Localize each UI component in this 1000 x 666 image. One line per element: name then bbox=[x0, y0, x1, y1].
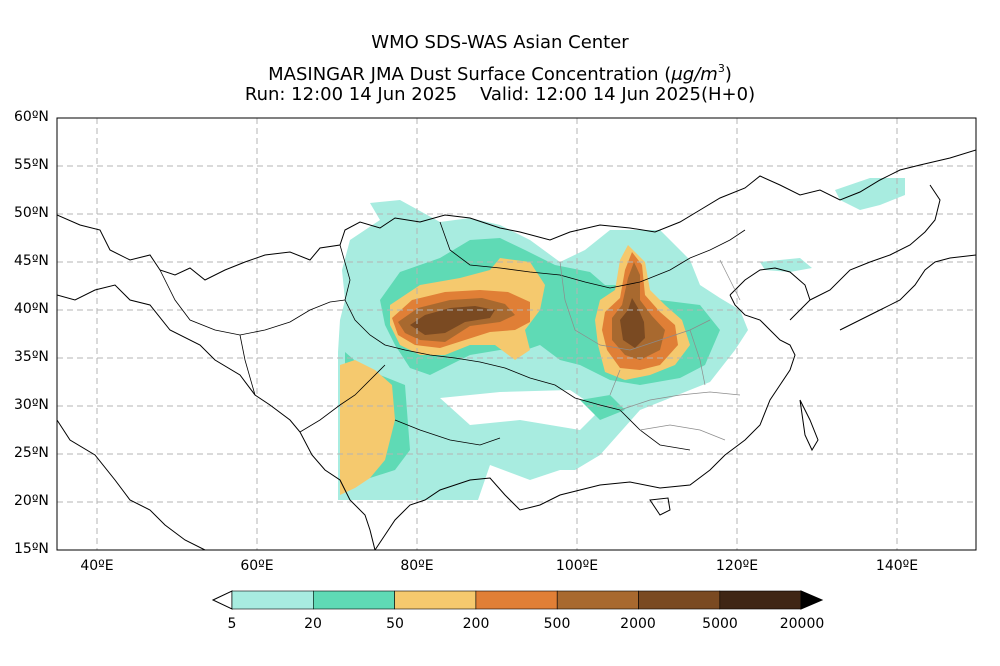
dust-level-5-ne bbox=[835, 178, 905, 210]
colorbar-label-50: 50 bbox=[386, 616, 404, 632]
lat-label-60: 60ºN bbox=[14, 109, 49, 125]
dust-field bbox=[338, 178, 905, 500]
lon-label-120: 120ºE bbox=[715, 558, 759, 574]
lon-label-60: 60ºE bbox=[240, 558, 274, 574]
colorbar-label-5000: 5000 bbox=[702, 616, 738, 632]
map-subtitle: MASINGAR JMA Dust Surface Concentration … bbox=[0, 58, 1000, 86]
dust-level-5-e bbox=[760, 258, 812, 272]
colorbar-bin-2 bbox=[312, 590, 395, 610]
dust-level-200 bbox=[392, 252, 678, 370]
colorbar-bin-6 bbox=[638, 590, 721, 610]
colorbar bbox=[211, 590, 824, 610]
colorbar-label-5: 5 bbox=[227, 616, 237, 632]
colorbar-bin-4 bbox=[475, 590, 558, 610]
colorbar-bin-3 bbox=[394, 590, 477, 610]
colorbar-label-200: 200 bbox=[462, 616, 490, 632]
subtitle-close: ) bbox=[724, 64, 732, 85]
lat-label-45: 45ºN bbox=[14, 253, 49, 269]
lon-label-80: 80ºE bbox=[400, 558, 434, 574]
colorbar-label-500: 500 bbox=[543, 616, 571, 632]
lat-lon-grid bbox=[57, 118, 976, 550]
lat-label-25: 25ºN bbox=[14, 445, 49, 461]
run-valid-line: Run: 12:00 14 Jun 2025 Valid: 12:00 14 J… bbox=[0, 84, 1000, 106]
colorbar-label-20000: 20000 bbox=[779, 616, 825, 632]
run-label: Run: 12:00 14 Jun 2025 bbox=[244, 84, 458, 105]
lat-label-50: 50ºN bbox=[14, 205, 49, 221]
colorbar-label-20: 20 bbox=[304, 616, 322, 632]
lat-label-15: 15ºN bbox=[14, 541, 49, 557]
colorbar-bin-7 bbox=[719, 590, 802, 610]
lat-label-55: 55ºN bbox=[14, 157, 49, 173]
colorbar-bin-1 bbox=[231, 590, 314, 610]
lat-label-20: 20ºN bbox=[14, 493, 49, 509]
colorbar-over-arrow bbox=[800, 590, 824, 610]
colorbar-under-arrow bbox=[211, 590, 233, 610]
valid-label: Valid: 12:00 14 Jun 2025(H+0) bbox=[479, 84, 756, 105]
lon-label-40: 40ºE bbox=[80, 558, 114, 574]
unit-text: μg/m bbox=[671, 64, 718, 85]
lon-label-100: 100ºE bbox=[555, 558, 599, 574]
subtitle-text: MASINGAR JMA Dust Surface Concentration … bbox=[268, 64, 672, 85]
lat-label-30: 30ºN bbox=[14, 397, 49, 413]
country-borders bbox=[159, 221, 746, 451]
province-borders bbox=[559, 259, 741, 441]
lat-label-35: 35ºN bbox=[14, 349, 49, 365]
map-title: WMO SDS-WAS Asian Center bbox=[371, 32, 629, 53]
lon-label-140: 140ºE bbox=[875, 558, 919, 574]
unit-exponent: 3 bbox=[717, 62, 725, 75]
lat-label-40: 40ºN bbox=[14, 301, 49, 317]
colorbar-label-2000: 2000 bbox=[620, 616, 656, 632]
map-frame bbox=[56, 117, 977, 551]
colorbar-bin-5 bbox=[556, 590, 639, 610]
